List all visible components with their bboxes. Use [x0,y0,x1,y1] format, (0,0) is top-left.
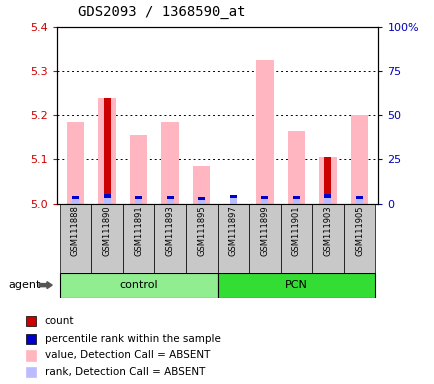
Text: GSM111899: GSM111899 [260,205,269,256]
Bar [122,204,154,273]
Text: percentile rank within the sample: percentile rank within the sample [44,334,220,344]
Bar [324,198,331,204]
Bar [287,131,304,204]
Text: value, Detection Call = ABSENT: value, Detection Call = ABSENT [44,351,210,361]
Bar [355,197,362,199]
Bar [350,115,367,204]
Bar [26,367,36,377]
Bar [229,195,236,198]
Bar [312,204,343,273]
Bar [103,98,110,204]
Text: GSM111891: GSM111891 [134,205,143,256]
Bar [161,122,178,204]
Bar [130,135,147,204]
Text: GSM111901: GSM111901 [291,205,300,256]
Bar [103,198,110,204]
Bar [26,350,36,361]
Bar [193,166,210,204]
Bar [59,204,91,273]
Text: count: count [44,316,74,326]
Bar [324,157,331,204]
Bar [217,273,375,298]
Bar [166,199,173,204]
Bar [135,197,142,199]
Bar [198,200,205,204]
Bar [292,199,299,204]
Text: GSM111903: GSM111903 [323,205,332,256]
Text: agent: agent [9,280,41,290]
Bar [280,204,312,273]
Bar [103,194,110,198]
Bar [229,198,236,204]
Bar [166,197,173,199]
Text: GSM111897: GSM111897 [228,205,237,257]
Bar [98,98,115,204]
Bar [217,204,249,273]
Text: GSM111905: GSM111905 [354,205,363,256]
Text: rank, Detection Call = ABSENT: rank, Detection Call = ABSENT [44,367,204,377]
Bar [72,197,79,199]
Text: control: control [119,280,158,290]
Text: GSM111893: GSM111893 [165,205,174,257]
Text: GSM111888: GSM111888 [71,205,80,257]
Bar [355,199,362,204]
Bar [91,204,122,273]
Bar [324,194,331,198]
Bar [261,196,268,199]
Bar [185,204,217,273]
Bar [154,204,185,273]
Text: GSM111890: GSM111890 [102,205,111,256]
Bar [249,204,280,273]
Text: PCN: PCN [284,280,307,290]
Bar [135,199,142,204]
Bar [256,60,273,204]
Text: GDS2093 / 1368590_at: GDS2093 / 1368590_at [78,5,245,19]
Bar [59,273,217,298]
Bar [26,334,36,344]
Bar [261,199,268,204]
Bar [72,199,79,204]
Bar [292,197,299,199]
Bar [198,197,205,200]
Bar [343,204,375,273]
Text: GSM111895: GSM111895 [197,205,206,256]
Bar [26,316,36,326]
Bar [67,122,84,204]
Bar [319,157,336,204]
